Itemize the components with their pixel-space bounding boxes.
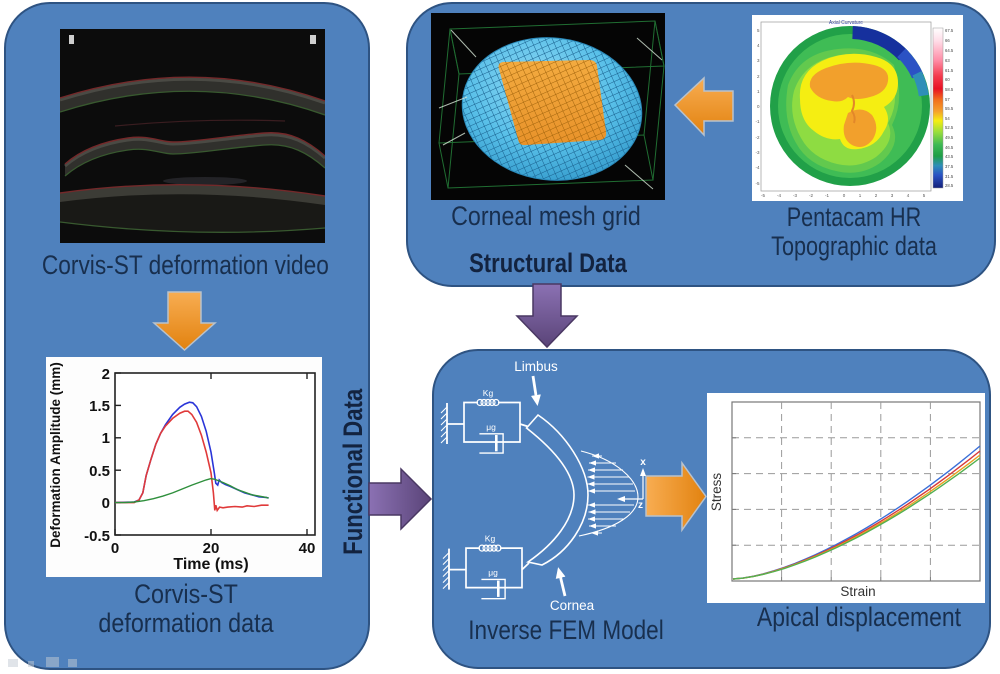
svg-text:0: 0 [757, 104, 760, 109]
svg-text:61.5: 61.5 [945, 68, 954, 73]
svg-text:0: 0 [843, 193, 846, 198]
svg-text:x: x [640, 457, 646, 468]
svg-text:4: 4 [907, 193, 910, 198]
svg-text:-5: -5 [755, 181, 759, 186]
svg-text:0: 0 [102, 495, 110, 512]
svg-text:Strain: Strain [840, 584, 875, 599]
svg-text:63: 63 [945, 58, 950, 63]
svg-text:1: 1 [102, 430, 110, 447]
svg-text:31.5: 31.5 [945, 174, 954, 179]
svg-text:57: 57 [945, 97, 950, 102]
svg-text:Time (ms): Time (ms) [173, 556, 248, 573]
svg-text:μg: μg [486, 422, 496, 432]
svg-text:49.5: 49.5 [945, 135, 954, 140]
svg-text:1: 1 [757, 89, 760, 94]
svg-text:μg: μg [488, 568, 498, 578]
svg-text:-3: -3 [793, 193, 797, 198]
svg-text:58.5: 58.5 [945, 87, 954, 92]
svg-text:-1: -1 [755, 119, 759, 124]
svg-text:52.5: 52.5 [945, 125, 954, 130]
svg-text:z: z [638, 500, 643, 511]
svg-text:20: 20 [203, 540, 220, 557]
svg-text:-0.5: -0.5 [84, 528, 110, 545]
svg-text:3: 3 [757, 58, 760, 63]
svg-text:2: 2 [875, 193, 878, 198]
svg-text:Deformation Amplitude (mm): Deformation Amplitude (mm) [48, 362, 63, 548]
svg-text:Stress: Stress [709, 473, 724, 512]
svg-text:-2: -2 [809, 193, 813, 198]
svg-text:43.5: 43.5 [945, 154, 954, 159]
svg-text:64.5: 64.5 [945, 48, 954, 53]
svg-text:-3: -3 [755, 150, 759, 155]
svg-text:66: 66 [945, 38, 950, 43]
svg-text:4: 4 [757, 43, 760, 48]
svg-text:28.5: 28.5 [945, 183, 954, 188]
svg-text:2: 2 [757, 74, 760, 79]
svg-text:Cornea: Cornea [550, 598, 595, 613]
svg-text:-2: -2 [755, 135, 759, 140]
svg-text:-4: -4 [755, 165, 759, 170]
svg-text:-5: -5 [761, 193, 765, 198]
svg-text:5: 5 [757, 28, 760, 33]
svg-text:Axial Curvature: Axial Curvature [829, 20, 863, 26]
svg-text:0.5: 0.5 [89, 463, 110, 480]
svg-text:Kg: Kg [485, 534, 496, 544]
svg-text:2: 2 [102, 366, 110, 383]
svg-text:40: 40 [299, 540, 316, 557]
svg-text:-1: -1 [825, 193, 829, 198]
svg-text:55.5: 55.5 [945, 106, 954, 111]
svg-text:54: 54 [945, 116, 950, 121]
svg-text:5: 5 [923, 193, 926, 198]
svg-text:-4: -4 [777, 193, 781, 198]
svg-text:67.5: 67.5 [945, 28, 954, 33]
svg-text:1.5: 1.5 [89, 398, 110, 415]
svg-text:Limbus: Limbus [514, 359, 558, 374]
svg-text:60: 60 [945, 77, 950, 82]
svg-text:37.5: 37.5 [945, 164, 954, 169]
svg-text:1: 1 [859, 193, 862, 198]
svg-text:3: 3 [891, 193, 894, 198]
svg-text:0: 0 [111, 540, 119, 557]
svg-text:46.5: 46.5 [945, 145, 954, 150]
svg-text:Kg: Kg [483, 388, 494, 398]
